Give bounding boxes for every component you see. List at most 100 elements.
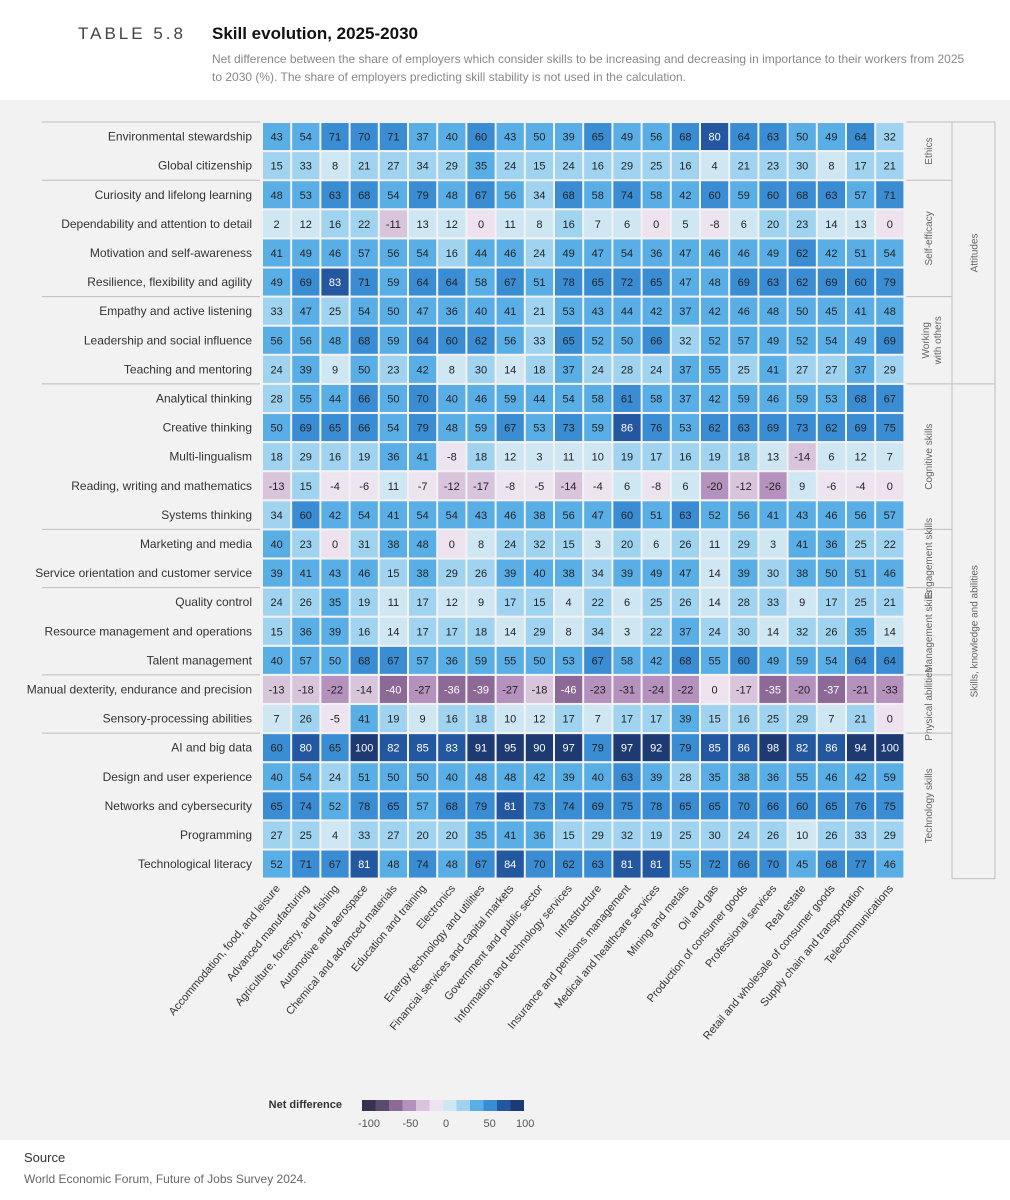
row-label: Programming	[180, 828, 252, 842]
heatmap-cell	[730, 646, 758, 674]
cell-value: -23	[590, 684, 606, 696]
heatmap-cell	[759, 414, 787, 442]
cell-value: 63	[329, 190, 341, 202]
heatmap-cell	[525, 297, 553, 325]
heatmap-cell	[642, 414, 670, 442]
cell-value: 41	[767, 364, 779, 376]
cell-value: 67	[387, 655, 399, 667]
cell-value: 66	[738, 859, 750, 871]
heatmap-cell	[379, 705, 407, 733]
heatmap-cell	[350, 123, 378, 151]
cell-value: 7	[595, 714, 601, 726]
cell-value: 39	[300, 364, 312, 376]
heatmap-cell	[350, 355, 378, 383]
heatmap-cell	[496, 355, 524, 383]
heatmap-cell	[438, 705, 466, 733]
heatmap-cell	[701, 763, 729, 791]
heatmap-cell	[555, 763, 583, 791]
cell-value: 35	[475, 161, 487, 173]
cell-value: 25	[854, 597, 866, 609]
subgroup-label: Cognitive skills	[924, 424, 935, 490]
heatmap-cell	[555, 123, 583, 151]
cell-value: 16	[679, 161, 691, 173]
heatmap-cell	[321, 210, 349, 238]
heatmap-cell	[876, 384, 904, 412]
legend-title: Net difference	[269, 1099, 342, 1111]
heatmap-cell	[788, 763, 816, 791]
cell-value: 33	[358, 830, 370, 842]
heatmap-cell	[263, 763, 291, 791]
cell-value: 59	[592, 423, 604, 435]
heatmap-cell	[759, 472, 787, 500]
heatmap-cell	[467, 152, 495, 180]
heatmap-cell	[613, 530, 641, 558]
cell-value: 54	[387, 190, 399, 202]
cell-value: -7	[418, 481, 428, 493]
heatmap-cell	[730, 326, 758, 354]
heatmap-cell	[525, 414, 553, 442]
heatmap-cell	[701, 617, 729, 645]
cell-value: 11	[563, 452, 574, 464]
heatmap-cell	[788, 559, 816, 587]
cell-value: 15	[387, 568, 399, 580]
cell-value: 74	[300, 801, 312, 813]
heatmap-cell	[613, 792, 641, 820]
heatmap-chart: Environmental stewardship Global citizens…	[27, 121, 996, 1130]
heatmap-cell	[847, 443, 875, 471]
cell-value: 57	[738, 335, 750, 347]
heatmap-cell	[701, 559, 729, 587]
heatmap-cell	[409, 268, 437, 296]
heatmap-cell	[409, 530, 437, 558]
cell-value: 58	[592, 393, 604, 405]
cell-value: 54	[621, 248, 633, 260]
heatmap-cell	[292, 792, 320, 820]
row-label: Empathy and active listening	[99, 304, 252, 318]
cell-value: 60	[621, 510, 633, 522]
heatmap-cell	[350, 210, 378, 238]
heatmap-cell	[759, 617, 787, 645]
heatmap-cell	[701, 675, 729, 703]
heatmap-cell	[438, 559, 466, 587]
heatmap-cell	[555, 559, 583, 587]
cell-value: 84	[504, 859, 516, 871]
heatmap-cell	[379, 821, 407, 849]
cell-value: 22	[358, 219, 370, 231]
heatmap-cell	[525, 123, 553, 151]
heatmap-cell	[321, 472, 349, 500]
heatmap-cell	[263, 501, 291, 529]
heatmap-cell	[292, 734, 320, 762]
cell-value: 57	[854, 190, 866, 202]
heatmap-cell	[788, 646, 816, 674]
heatmap-cell	[847, 152, 875, 180]
heatmap-cell	[788, 123, 816, 151]
cell-value: 49	[300, 248, 312, 260]
heatmap-cell	[409, 734, 437, 762]
cell-value: 62	[708, 423, 720, 435]
heatmap-cell	[467, 617, 495, 645]
cell-value: 25	[329, 306, 341, 318]
cell-value: 7	[828, 714, 834, 726]
cell-value: 19	[358, 452, 370, 464]
cell-value: 37	[679, 364, 691, 376]
cell-value: 22	[650, 626, 662, 638]
cell-value: 76	[854, 801, 866, 813]
cell-value: 17	[621, 714, 633, 726]
cell-value: 67	[504, 277, 516, 289]
cell-value: 47	[679, 568, 691, 580]
heatmap-cell	[555, 268, 583, 296]
heatmap-cell	[876, 705, 904, 733]
cell-value: 25	[300, 830, 312, 842]
heatmap-cell	[467, 792, 495, 820]
cell-value: 6	[741, 219, 747, 231]
cell-value: -11	[386, 219, 401, 231]
cell-value: 41	[854, 306, 866, 318]
heatmap-cell	[584, 588, 612, 616]
cell-value: 24	[270, 364, 282, 376]
cell-value: 56	[854, 510, 866, 522]
heatmap-cell	[525, 559, 553, 587]
heatmap-cell	[496, 705, 524, 733]
heatmap-cell	[409, 326, 437, 354]
subgroup-label: Ethics	[924, 137, 935, 164]
cell-value: 59	[738, 393, 750, 405]
heatmap-cell	[876, 355, 904, 383]
